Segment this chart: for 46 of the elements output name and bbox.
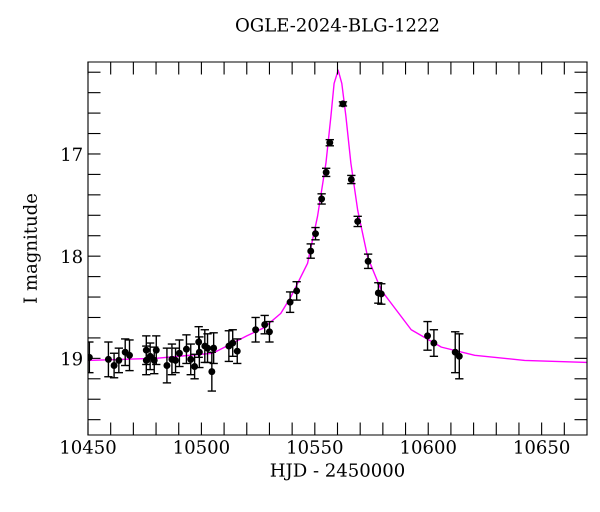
y-tick-label: 18	[62, 250, 82, 264]
y-tick-label: 19	[62, 352, 82, 366]
point	[176, 350, 183, 357]
point	[364, 258, 372, 265]
y-axis-title: I magnitude	[22, 194, 41, 303]
point	[430, 340, 438, 346]
x-tick-label: 10650	[515, 440, 570, 454]
x-tick-label: 10500	[174, 440, 229, 454]
point	[452, 348, 459, 356]
point	[456, 352, 463, 360]
point	[307, 248, 314, 255]
point	[204, 344, 212, 352]
point	[182, 346, 190, 353]
point	[172, 356, 180, 364]
point	[104, 356, 112, 363]
point	[293, 287, 300, 294]
point	[229, 340, 236, 346]
point	[196, 348, 203, 356]
point	[266, 328, 273, 336]
point	[191, 363, 198, 370]
point	[152, 346, 160, 354]
point	[354, 218, 362, 225]
point	[312, 230, 319, 238]
point	[424, 332, 432, 340]
point	[150, 356, 158, 364]
y-tick-label: 17	[62, 147, 82, 161]
point	[187, 356, 194, 363]
point	[234, 348, 241, 355]
point	[126, 352, 133, 359]
point	[163, 362, 170, 369]
point	[318, 195, 326, 202]
point	[110, 362, 118, 369]
x-tick-label: 10600	[402, 440, 456, 454]
point	[146, 352, 154, 360]
point	[261, 321, 268, 328]
point	[252, 326, 260, 334]
point	[208, 368, 216, 376]
x-tick-label: 10550	[288, 440, 342, 454]
line-series	[88, 69, 587, 364]
point	[210, 344, 218, 352]
point	[195, 338, 202, 346]
chart-title: OGLE-2024-BLG-1222	[236, 18, 438, 32]
point	[286, 298, 294, 306]
point	[115, 356, 122, 364]
x-tick-label: 10450	[61, 440, 116, 454]
x-axis-title: HJD - 2450000	[270, 463, 404, 480]
